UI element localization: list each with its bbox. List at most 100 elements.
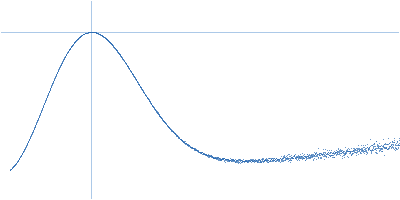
- Point: [360, 149, 366, 152]
- Point: [256, 158, 262, 161]
- Point: [283, 156, 289, 160]
- Point: [234, 158, 240, 162]
- Point: [48, 85, 54, 88]
- Point: [22, 146, 28, 150]
- Point: [210, 156, 217, 159]
- Point: [119, 57, 126, 60]
- Point: [348, 152, 354, 155]
- Point: [382, 146, 388, 149]
- Point: [290, 157, 296, 160]
- Point: [25, 140, 32, 143]
- Point: [303, 154, 310, 157]
- Point: [318, 152, 324, 155]
- Point: [109, 44, 116, 47]
- Point: [180, 140, 186, 143]
- Point: [326, 153, 332, 157]
- Point: [10, 165, 16, 169]
- Point: [60, 59, 66, 62]
- Point: [160, 119, 166, 122]
- Point: [224, 158, 230, 161]
- Point: [185, 143, 191, 147]
- Point: [150, 104, 156, 108]
- Point: [286, 157, 292, 160]
- Point: [9, 166, 16, 169]
- Point: [148, 101, 154, 104]
- Point: [291, 154, 297, 158]
- Point: [362, 148, 368, 152]
- Point: [195, 150, 201, 153]
- Point: [320, 152, 326, 155]
- Point: [62, 55, 68, 58]
- Point: [148, 103, 155, 106]
- Point: [235, 160, 242, 163]
- Point: [341, 155, 348, 158]
- Point: [69, 44, 75, 47]
- Point: [276, 160, 282, 163]
- Point: [197, 151, 203, 154]
- Point: [208, 155, 214, 158]
- Point: [312, 154, 318, 157]
- Point: [79, 34, 85, 37]
- Point: [282, 157, 288, 160]
- Point: [229, 159, 236, 163]
- Point: [228, 158, 234, 161]
- Point: [190, 146, 197, 150]
- Point: [94, 31, 100, 34]
- Point: [312, 152, 318, 155]
- Point: [108, 42, 114, 45]
- Point: [228, 159, 235, 162]
- Point: [182, 142, 189, 145]
- Point: [273, 159, 279, 162]
- Point: [289, 155, 296, 159]
- Point: [203, 154, 210, 157]
- Point: [223, 158, 229, 161]
- Point: [338, 151, 344, 154]
- Point: [89, 30, 96, 33]
- Point: [179, 138, 185, 141]
- Point: [321, 151, 327, 154]
- Point: [56, 66, 62, 70]
- Point: [51, 78, 57, 81]
- Point: [181, 141, 187, 144]
- Point: [46, 89, 52, 92]
- Point: [329, 151, 336, 154]
- Point: [96, 32, 102, 36]
- Point: [24, 142, 30, 145]
- Point: [57, 64, 64, 67]
- Point: [37, 111, 44, 114]
- Point: [202, 152, 208, 156]
- Point: [342, 151, 348, 155]
- Point: [33, 121, 40, 124]
- Point: [254, 161, 260, 164]
- Point: [104, 38, 110, 41]
- Point: [246, 158, 252, 162]
- Point: [12, 162, 19, 165]
- Point: [111, 45, 117, 48]
- Point: [87, 30, 93, 34]
- Point: [25, 140, 31, 144]
- Point: [270, 158, 276, 161]
- Point: [277, 157, 284, 160]
- Point: [211, 156, 217, 159]
- Point: [163, 122, 169, 126]
- Point: [94, 31, 100, 34]
- Point: [226, 158, 232, 161]
- Point: [339, 148, 346, 151]
- Point: [62, 55, 68, 58]
- Point: [200, 152, 206, 156]
- Point: [105, 39, 112, 42]
- Point: [50, 79, 57, 82]
- Point: [377, 146, 384, 149]
- Point: [130, 73, 136, 76]
- Point: [90, 30, 96, 34]
- Point: [326, 149, 332, 152]
- Point: [90, 30, 96, 34]
- Point: [388, 143, 394, 147]
- Point: [248, 159, 255, 162]
- Point: [345, 156, 351, 159]
- Point: [253, 158, 259, 162]
- Point: [39, 107, 45, 111]
- Point: [302, 159, 308, 162]
- Point: [106, 40, 112, 43]
- Point: [96, 32, 102, 35]
